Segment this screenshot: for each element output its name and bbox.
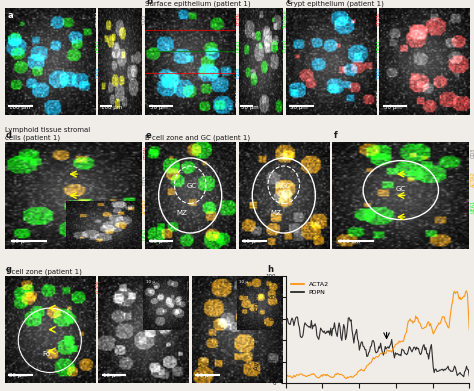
Text: a: a [8, 11, 13, 20]
Text: b: b [146, 0, 152, 6]
Text: MZ: MZ [270, 210, 281, 216]
Text: PDPN: PDPN [236, 12, 241, 25]
Text: PDPN: PDPN [96, 280, 101, 293]
Text: 50 µm: 50 µm [11, 239, 29, 244]
ACTA2 [466, 328, 472, 332]
Text: e: e [146, 131, 152, 140]
ACTA2 [464, 289, 469, 293]
Text: 50 µm: 50 µm [241, 105, 259, 110]
ACTA2 [294, 372, 300, 377]
Line: PDPN: PDPN [285, 317, 469, 377]
Text: MZ: MZ [177, 210, 188, 216]
ACTA2 [332, 373, 337, 378]
PDPN [290, 317, 296, 322]
Text: 50 µm: 50 µm [383, 105, 401, 110]
PDPN [295, 315, 301, 319]
Text: UEA1: UEA1 [96, 39, 101, 52]
Text: 100 µm: 100 µm [100, 105, 122, 110]
ACTA2 [451, 291, 456, 295]
Text: 80 µm: 80 µm [9, 373, 27, 378]
Text: Crypt epithelium (patient 1): Crypt epithelium (patient 1) [285, 0, 383, 7]
Text: CD324: CD324 [236, 91, 241, 107]
Text: 10 µm: 10 µm [103, 373, 120, 378]
Text: UEA1: UEA1 [471, 200, 474, 213]
Text: ACTA2: ACTA2 [471, 172, 474, 187]
Text: g: g [6, 265, 12, 274]
Text: 100 µm: 100 µm [9, 105, 30, 110]
Text: Surface epithelium (patient 1): Surface epithelium (patient 1) [145, 0, 251, 7]
PDPN [452, 364, 457, 368]
Text: CD324: CD324 [376, 91, 382, 107]
Text: f: f [334, 131, 337, 140]
Text: h: h [267, 265, 273, 274]
Text: Crypt: Crypt [283, 39, 288, 52]
Text: UEA1: UEA1 [376, 39, 382, 52]
Text: 50 µm: 50 µm [150, 239, 167, 244]
Text: PDPN: PDPN [376, 12, 382, 25]
Text: 50 µm: 50 µm [290, 105, 308, 110]
Text: T cell zone (patient 1): T cell zone (patient 1) [5, 268, 82, 274]
Text: CD3: CD3 [471, 147, 474, 158]
Text: UEA1: UEA1 [236, 39, 241, 52]
Text: CD324: CD324 [96, 10, 101, 27]
Text: UEA1: UEA1 [143, 226, 148, 240]
Text: d: d [6, 131, 12, 140]
Text: GC: GC [187, 183, 197, 189]
Y-axis label: Average pixel intensity: Average pixel intensity [254, 290, 260, 369]
Text: DAPI: DAPI [96, 66, 101, 78]
Text: 200 µm: 200 µm [339, 239, 360, 244]
PDPN [294, 315, 300, 319]
PDPN [458, 372, 464, 377]
PDPN [283, 335, 288, 340]
ACTA2 [290, 375, 296, 379]
Legend: ACTA2, PDPN: ACTA2, PDPN [289, 279, 331, 298]
Text: 50 µm: 50 µm [150, 105, 167, 110]
ACTA2 [457, 295, 463, 300]
Text: CD3: CD3 [96, 308, 101, 319]
Text: 10 µm: 10 µm [196, 373, 214, 378]
Text: Fo: Fo [43, 352, 51, 357]
PDPN [461, 374, 466, 379]
Text: PDPN: PDPN [143, 146, 148, 159]
PDPN [333, 327, 338, 332]
Text: ACTA2: ACTA2 [143, 198, 148, 214]
Text: CD3: CD3 [142, 13, 147, 24]
Text: GC: GC [395, 186, 405, 192]
Text: DAPI: DAPI [236, 66, 241, 78]
Text: CD3: CD3 [143, 174, 148, 185]
Text: GC: GC [280, 183, 290, 189]
PDPN [466, 374, 472, 378]
Text: Surface: Surface [283, 9, 288, 28]
Text: B cell zone and GC (patient 1): B cell zone and GC (patient 1) [145, 134, 250, 141]
PDPN [318, 326, 323, 330]
Text: c: c [286, 0, 292, 6]
ACTA2 [283, 377, 288, 381]
Line: ACTA2: ACTA2 [285, 291, 469, 379]
ACTA2 [317, 375, 322, 379]
Text: DAPI: DAPI [376, 66, 382, 78]
Text: Lymphoid tissue stromal
cells (patient 1): Lymphoid tissue stromal cells (patient 1… [5, 127, 90, 141]
Text: 50 µm: 50 µm [243, 239, 261, 244]
